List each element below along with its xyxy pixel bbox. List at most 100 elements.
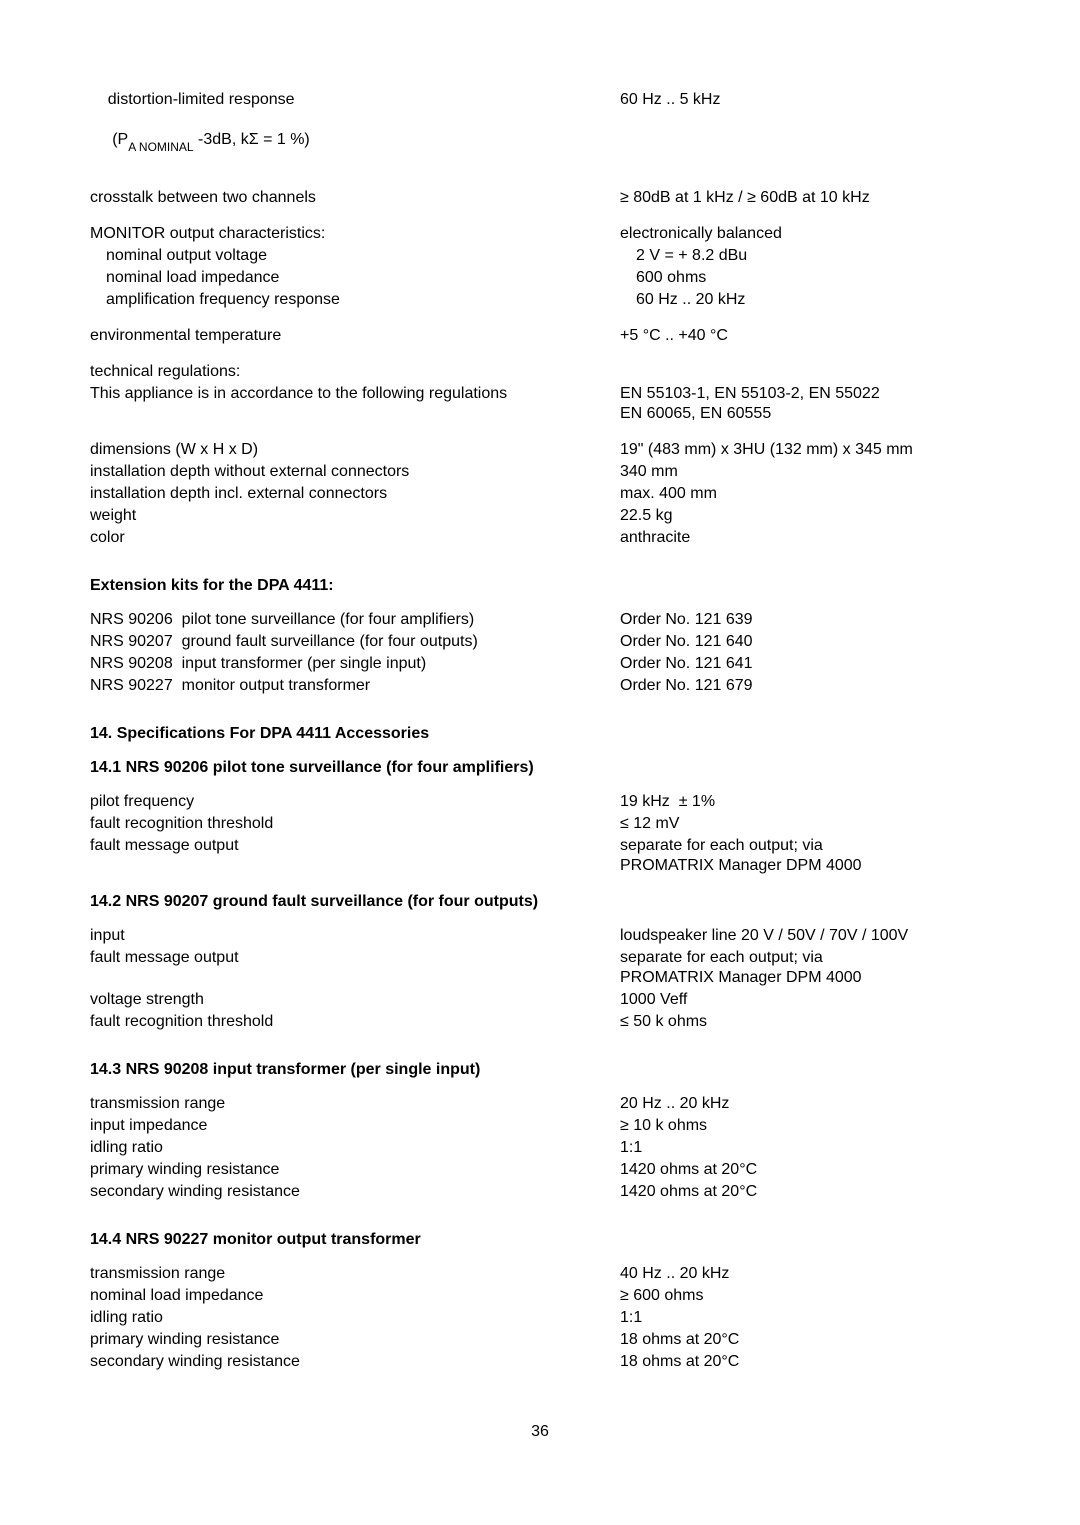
spec-row: MONITOR output characteristics:electroni…: [90, 224, 990, 244]
spec-label: technical regulations:: [90, 362, 620, 382]
spec-label: color: [90, 528, 620, 548]
spec-row: coloranthracite: [90, 528, 990, 548]
spec-label: transmission range: [90, 1094, 620, 1114]
spec-value: 1420 ohms at 20°C: [620, 1182, 990, 1202]
spec-value: ≥ 80dB at 1 kHz / ≥ 60dB at 10 kHz: [620, 188, 990, 208]
text: 60 Hz .. 5 kHz: [620, 91, 720, 108]
spec-label: This appliance is in accordance to the f…: [90, 384, 620, 424]
spec-value: 1:1: [620, 1138, 990, 1158]
spec-label: fault recognition threshold: [90, 814, 620, 834]
spec-label: dimensions (W x H x D): [90, 440, 620, 460]
spec-label: input: [90, 926, 620, 946]
spec-row: This appliance is in accordance to the f…: [90, 384, 990, 424]
spec-label: nominal load impedance: [90, 1286, 620, 1306]
section-heading: 14.3 NRS 90208 input transformer (per si…: [90, 1060, 990, 1080]
spec-value: 40 Hz .. 20 kHz: [620, 1264, 990, 1284]
spec-row: NRS 90206 pilot tone surveillance (for f…: [90, 610, 990, 630]
spec-value: 340 mm: [620, 462, 990, 482]
text: A NOMINAL: [128, 140, 193, 154]
spec-value: Order No. 121 639: [620, 610, 990, 630]
spec-row: NRS 90227 monitor output transformerOrde…: [90, 676, 990, 696]
spec-row: primary winding resistance1420 ohms at 2…: [90, 1160, 990, 1180]
spec-row: secondary winding resistance1420 ohms at…: [90, 1182, 990, 1202]
spec-row: amplification frequency response60 Hz ..…: [90, 290, 990, 310]
spec-value: max. 400 mm: [620, 484, 990, 504]
spec-value: 18 ohms at 20°C: [620, 1352, 990, 1372]
spec-value: loudspeaker line 20 V / 50V / 70V / 100V: [620, 926, 990, 946]
spec-row: fault recognition threshold≤ 12 mV: [90, 814, 990, 834]
spec-value: 1:1: [620, 1308, 990, 1328]
spec-value: 1000 Veff: [620, 990, 990, 1010]
spec-value: ≥ 600 ohms: [620, 1286, 990, 1306]
spec-value: 60 Hz .. 5 kHz: [620, 70, 990, 172]
spec-label: primary winding resistance: [90, 1330, 620, 1350]
spec-label: weight: [90, 506, 620, 526]
spec-label: MONITOR output characteristics:: [90, 224, 620, 244]
spec-value: Order No. 121 640: [620, 632, 990, 652]
spec-label: fault message output: [90, 948, 620, 988]
spec-row: environmental temperature+5 °C .. +40 °C: [90, 326, 990, 346]
spec-row: inputloudspeaker line 20 V / 50V / 70V /…: [90, 926, 990, 946]
spec-value: 60 Hz .. 20 kHz: [636, 290, 990, 310]
spec-row: primary winding resistance18 ohms at 20°…: [90, 1330, 990, 1350]
spec-row: fault recognition threshold≤ 50 k ohms: [90, 1012, 990, 1032]
spec-value: ≥ 10 k ohms: [620, 1116, 990, 1136]
spec-value: 600 ohms: [636, 268, 990, 288]
spec-value: 18 ohms at 20°C: [620, 1330, 990, 1350]
spec-row: secondary winding resistance18 ohms at 2…: [90, 1352, 990, 1372]
spec-label: nominal output voltage: [90, 246, 636, 266]
spec-row: input impedance≥ 10 k ohms: [90, 1116, 990, 1136]
spec-label: idling ratio: [90, 1308, 620, 1328]
spec-value: [620, 362, 990, 382]
spec-label: transmission range: [90, 1264, 620, 1284]
spec-value: EN 55103-1, EN 55103-2, EN 55022 EN 6006…: [620, 384, 990, 424]
spec-label: NRS 90207 ground fault surveillance (for…: [90, 632, 620, 652]
spec-row: nominal load impedance600 ohms: [90, 268, 990, 288]
spec-row: fault message outputseparate for each ou…: [90, 948, 990, 988]
spec-label: amplification frequency response: [90, 290, 636, 310]
spec-value: anthracite: [620, 528, 990, 548]
spec-row: voltage strength1000 Veff: [90, 990, 990, 1010]
spec-label: distortion-limited response (PA NOMINAL …: [90, 70, 620, 172]
spec-label: NRS 90206 pilot tone surveillance (for f…: [90, 610, 620, 630]
spec-label: nominal load impedance: [90, 268, 636, 288]
spec-value: 22.5 kg: [620, 506, 990, 526]
spec-value: Order No. 121 641: [620, 654, 990, 674]
spec-row: installation depth incl. external connec…: [90, 484, 990, 504]
spec-row: NRS 90208 input transformer (per single …: [90, 654, 990, 674]
spec-row: transmission range40 Hz .. 20 kHz: [90, 1264, 990, 1284]
spec-row: NRS 90207 ground fault surveillance (for…: [90, 632, 990, 652]
section-heading: 14.1 NRS 90206 pilot tone surveillance (…: [90, 758, 990, 778]
text: (P: [108, 131, 128, 148]
spec-row: nominal output voltage2 V = + 8.2 dBu: [90, 246, 990, 266]
spec-row: weight22.5 kg: [90, 506, 990, 526]
spec-row: idling ratio1:1: [90, 1308, 990, 1328]
spec-value: electronically balanced: [620, 224, 990, 244]
spec-row: dimensions (W x H x D)19" (483 mm) x 3HU…: [90, 440, 990, 460]
spec-label: idling ratio: [90, 1138, 620, 1158]
spec-value: separate for each output; via PROMATRIX …: [620, 948, 990, 988]
spec-label: pilot frequency: [90, 792, 620, 812]
spec-label: crosstalk between two channels: [90, 188, 620, 208]
text: distortion-limited response: [108, 91, 295, 108]
spec-value: 1420 ohms at 20°C: [620, 1160, 990, 1180]
spec-label: installation depth incl. external connec…: [90, 484, 620, 504]
spec-row: distortion-limited response (PA NOMINAL …: [90, 70, 990, 172]
spec-label: NRS 90208 input transformer (per single …: [90, 654, 620, 674]
spec-label: secondary winding resistance: [90, 1182, 620, 1202]
section-heading: 14.2 NRS 90207 ground fault surveillance…: [90, 892, 990, 912]
spec-value: 20 Hz .. 20 kHz: [620, 1094, 990, 1114]
spec-label: input impedance: [90, 1116, 620, 1136]
spec-label: secondary winding resistance: [90, 1352, 620, 1372]
spec-row: installation depth without external conn…: [90, 462, 990, 482]
spec-row: technical regulations:: [90, 362, 990, 382]
spec-row: nominal load impedance≥ 600 ohms: [90, 1286, 990, 1306]
text: -3dB, kΣ = 1 %): [194, 131, 310, 148]
spec-label: primary winding resistance: [90, 1160, 620, 1180]
spec-value: 2 V = + 8.2 dBu: [636, 246, 990, 266]
spec-row: pilot frequency19 kHz ± 1%: [90, 792, 990, 812]
spec-label: environmental temperature: [90, 326, 620, 346]
spec-label: voltage strength: [90, 990, 620, 1010]
spec-value: ≤ 12 mV: [620, 814, 990, 834]
section-heading: Extension kits for the DPA 4411:: [90, 576, 990, 596]
